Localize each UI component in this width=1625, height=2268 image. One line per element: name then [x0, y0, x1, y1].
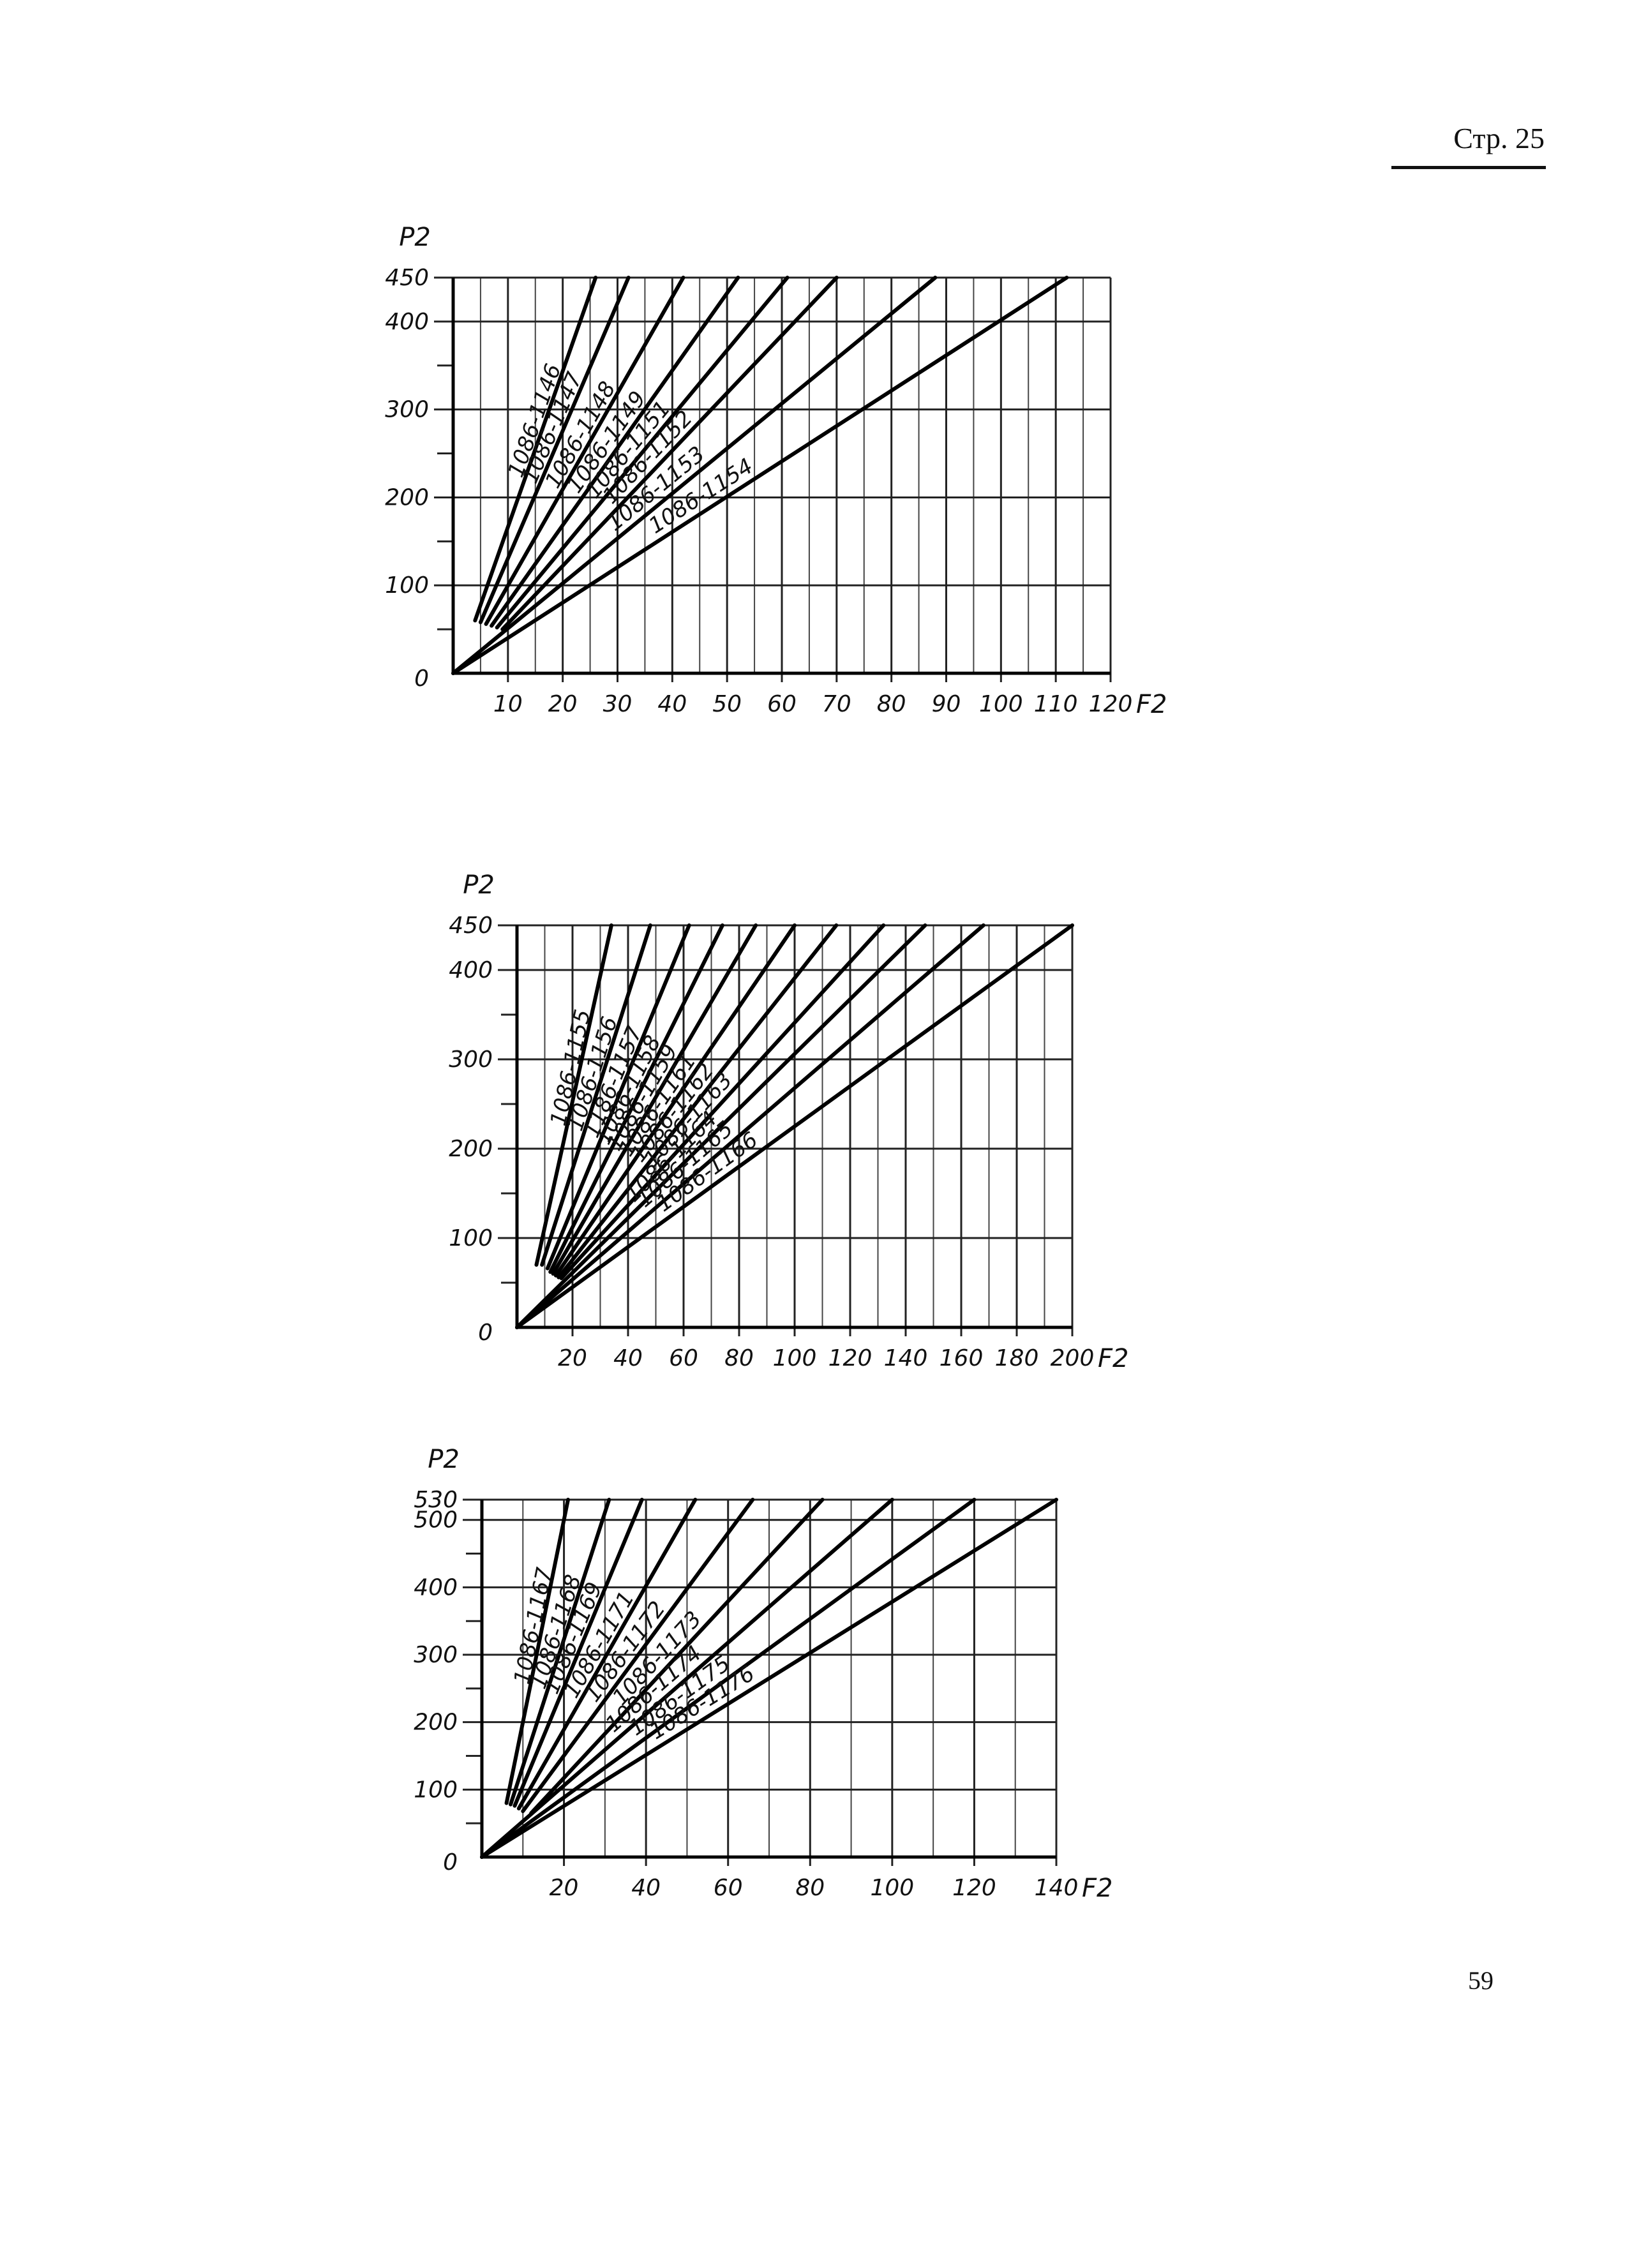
page-number: 59: [1468, 1966, 1494, 1995]
series-line: [473, 276, 598, 623]
x-axis-label: F2: [1098, 1344, 1128, 1373]
y-axis-label: P2: [399, 223, 431, 252]
series-line: [513, 1498, 644, 1808]
y-tick-label: 400: [414, 1574, 458, 1600]
series-line: [480, 1498, 977, 1859]
x-tick-label: 140: [884, 1345, 928, 1371]
x-tick-label: 30: [603, 691, 633, 717]
y-tick-label: 300: [449, 1047, 493, 1073]
y-tick-label: 200: [385, 484, 429, 511]
series-line: [504, 1498, 570, 1805]
series-line: [548, 923, 724, 1274]
x-tick-label: 120: [828, 1345, 872, 1371]
y-tick-label: 500: [414, 1507, 458, 1533]
series-line: [451, 276, 938, 675]
x-tick-label: 20: [548, 691, 578, 717]
header-rule: [1391, 166, 1546, 169]
x-tick-label: 80: [795, 1875, 825, 1901]
chart-top: 10 20 30 40 50 60 70 80 90 100 110 120 100 200 300 400 4…: [385, 223, 1167, 719]
series-line: [478, 276, 631, 625]
y-tick-label: 400: [385, 309, 429, 335]
x-tick-label: 100: [870, 1875, 914, 1901]
series-line: [545, 923, 691, 1271]
x-tick-label: 180: [995, 1345, 1039, 1371]
page-header-label: Стр. 25: [1453, 122, 1545, 154]
y-tick-label: 450: [449, 913, 493, 939]
x-tick-label: 40: [613, 1345, 643, 1371]
series-line: [529, 1498, 825, 1816]
x-tick-label: 70: [822, 691, 851, 717]
y-tick-label: 100: [385, 572, 429, 599]
x-tick-label: 80: [877, 691, 906, 717]
x-tick-label: 200: [1051, 1345, 1095, 1371]
y-tick-label: 300: [414, 1642, 458, 1668]
x-tick-label: 60: [714, 1875, 743, 1901]
series-line: [516, 1498, 698, 1810]
x-tick-label: 110: [1034, 691, 1078, 717]
chart-middle: 20 40 60 80 100 120 140 160 180 200 100 200 300 400 45…: [449, 870, 1128, 1373]
x-axis-label: F2: [1136, 690, 1167, 719]
series-line: [553, 923, 797, 1278]
x-tick-label: 120: [952, 1875, 996, 1901]
x-tick-label: 120: [1089, 691, 1133, 717]
y-tick-label: 200: [449, 1136, 493, 1162]
series-line: [500, 276, 839, 632]
series-line: [490, 276, 740, 628]
x-tick-label: 100: [773, 1345, 817, 1371]
series-line: [559, 923, 886, 1280]
series-line: [480, 1498, 894, 1859]
x-tick-label: 90: [932, 691, 961, 717]
series-line: [515, 923, 927, 1329]
y-tick-label: 100: [414, 1777, 458, 1803]
x-tick-label: 100: [979, 691, 1023, 717]
y-tick-label: 100: [449, 1225, 493, 1251]
series-line: [515, 923, 1074, 1329]
x-axis-label: F2: [1082, 1874, 1112, 1903]
x-tick-label: 160: [940, 1345, 984, 1371]
origin-label: 0: [443, 1849, 458, 1876]
y-axis-label: P2: [463, 870, 495, 900]
x-tick-label: 60: [767, 691, 797, 717]
series-line: [540, 923, 652, 1267]
x-tick-label: 40: [631, 1875, 661, 1901]
origin-label: 0: [414, 666, 429, 692]
x-tick-label: 140: [1035, 1875, 1079, 1901]
y-tick-label: 530: [414, 1487, 458, 1513]
series-line: [534, 923, 613, 1267]
series-line: [515, 923, 985, 1329]
x-tick-label: 40: [657, 691, 687, 717]
series-line: [551, 923, 758, 1276]
series-line: [484, 276, 685, 626]
x-tick-label: 20: [550, 1875, 579, 1901]
series-line: [521, 1498, 755, 1814]
x-tick-label: 10: [493, 691, 523, 717]
y-tick-label: 400: [449, 957, 493, 983]
y-tick-label: 200: [414, 1710, 458, 1736]
series-line: [557, 923, 839, 1279]
x-tick-label: 50: [712, 691, 742, 717]
y-axis-label: P2: [428, 1445, 460, 1474]
x-tick-label: 80: [724, 1345, 754, 1371]
series-line: [509, 1498, 611, 1807]
y-tick-label: 450: [385, 265, 429, 291]
x-tick-label: 20: [558, 1345, 587, 1371]
series-line: [495, 276, 790, 630]
origin-label: 0: [478, 1320, 493, 1346]
x-tick-label: 60: [669, 1345, 698, 1371]
y-tick-label: 300: [385, 397, 429, 423]
series-line: [451, 276, 1069, 675]
series-line: [480, 1498, 1058, 1859]
